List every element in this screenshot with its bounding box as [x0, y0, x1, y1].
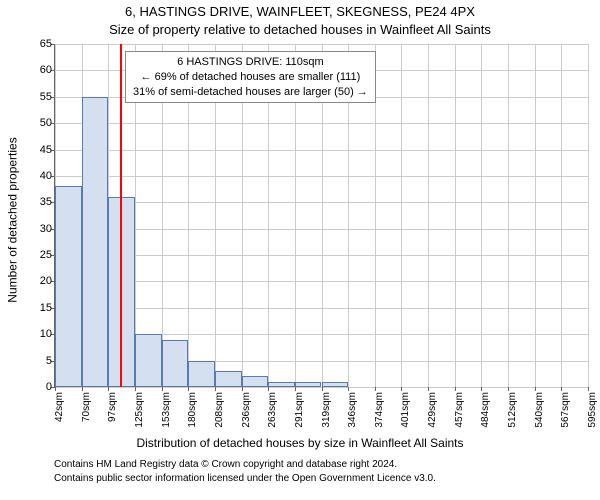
ytick-label: 20 [26, 275, 52, 287]
xtick-mark [455, 387, 456, 391]
annotation-line1: 6 HASTINGS DRIVE: 110sqm [133, 55, 368, 70]
xtick-mark [561, 387, 562, 391]
ytick-label: 5 [26, 355, 52, 367]
histogram-bar [188, 361, 215, 387]
xtick-label: 512sqm [507, 392, 518, 432]
xtick-label: 401sqm [400, 392, 411, 432]
xtick-mark [348, 387, 349, 391]
gridline-vertical [455, 44, 456, 387]
annotation-line2: ← 69% of detached houses are smaller (11… [133, 70, 368, 85]
attribution-line2: Contains public sector information licen… [54, 472, 588, 486]
xtick-mark [535, 387, 536, 391]
xtick-mark [215, 387, 216, 391]
xtick-label: 567sqm [560, 392, 571, 432]
xtick-label: 153sqm [161, 392, 172, 432]
xtick-label: 125sqm [134, 392, 145, 432]
plot-area: 6 HASTINGS DRIVE: 110sqm← 69% of detache… [54, 44, 588, 388]
xtick-label: 208sqm [214, 392, 225, 432]
xtick-label: 346sqm [347, 392, 358, 432]
annotation-line3: 31% of semi-detached houses are larger (… [133, 85, 368, 100]
ytick-label: 60 [26, 64, 52, 76]
xtick-label: 540sqm [534, 392, 545, 432]
xtick-mark [55, 387, 56, 391]
gridline-vertical [535, 44, 536, 387]
xtick-label: 457sqm [454, 392, 465, 432]
ytick-label: 25 [26, 249, 52, 261]
gridline-vertical [428, 44, 429, 387]
ytick-label: 50 [26, 117, 52, 129]
xtick-mark [135, 387, 136, 391]
xtick-label: 291sqm [294, 392, 305, 432]
xtick-label: 236sqm [241, 392, 252, 432]
chart-container: 6, HASTINGS DRIVE, WAINFLEET, SKEGNESS, … [0, 0, 600, 500]
xtick-mark [188, 387, 189, 391]
xtick-label: 484sqm [480, 392, 491, 432]
ytick-label: 40 [26, 170, 52, 182]
histogram-bar [108, 197, 135, 387]
ytick-label: 30 [26, 223, 52, 235]
xtick-label: 70sqm [81, 392, 92, 432]
histogram-bar [242, 376, 269, 387]
xtick-mark [375, 387, 376, 391]
xtick-label: 319sqm [321, 392, 332, 432]
histogram-bar [82, 97, 109, 387]
xtick-mark [295, 387, 296, 391]
chart-title-line1: 6, HASTINGS DRIVE, WAINFLEET, SKEGNESS, … [0, 4, 600, 19]
xtick-label: 42sqm [54, 392, 65, 432]
xtick-label: 180sqm [187, 392, 198, 432]
xtick-mark [108, 387, 109, 391]
ytick-label: 65 [26, 38, 52, 50]
xtick-mark [322, 387, 323, 391]
xtick-label: 595sqm [587, 392, 598, 432]
ytick-label: 35 [26, 196, 52, 208]
histogram-bar [55, 186, 82, 387]
ytick-label: 55 [26, 91, 52, 103]
xtick-mark [481, 387, 482, 391]
gridline-vertical [481, 44, 482, 387]
xtick-label: 97sqm [107, 392, 118, 432]
reference-marker-line [120, 44, 122, 387]
gridline-vertical [588, 44, 589, 387]
xtick-mark [242, 387, 243, 391]
histogram-bar [322, 382, 349, 387]
gridline-vertical [561, 44, 562, 387]
histogram-bar [295, 382, 322, 387]
ytick-label: 0 [26, 381, 52, 393]
ytick-label: 15 [26, 302, 52, 314]
chart-title-line2: Size of property relative to detached ho… [0, 22, 600, 37]
ytick-label: 10 [26, 328, 52, 340]
xtick-label: 429sqm [427, 392, 438, 432]
histogram-bar [135, 334, 162, 387]
xtick-label: 263sqm [267, 392, 278, 432]
xtick-mark [401, 387, 402, 391]
xtick-mark [162, 387, 163, 391]
histogram-bar [215, 371, 242, 387]
y-axis-label-wrap: Number of detached properties [6, 0, 20, 440]
xtick-mark [82, 387, 83, 391]
y-axis-label: Number of detached properties [6, 137, 20, 302]
xtick-mark [268, 387, 269, 391]
xtick-mark [428, 387, 429, 391]
gridline-vertical [508, 44, 509, 387]
gridline-vertical [401, 44, 402, 387]
xtick-mark [508, 387, 509, 391]
histogram-bar [268, 382, 295, 387]
attribution-line1: Contains HM Land Registry data © Crown c… [54, 458, 588, 472]
histogram-bar [162, 340, 189, 387]
xtick-mark [588, 387, 589, 391]
ytick-label: 45 [26, 144, 52, 156]
attribution-text: Contains HM Land Registry data © Crown c… [54, 458, 588, 485]
xtick-label: 374sqm [374, 392, 385, 432]
annotation-box: 6 HASTINGS DRIVE: 110sqm← 69% of detache… [125, 51, 376, 104]
x-axis-label: Distribution of detached houses by size … [0, 436, 600, 450]
